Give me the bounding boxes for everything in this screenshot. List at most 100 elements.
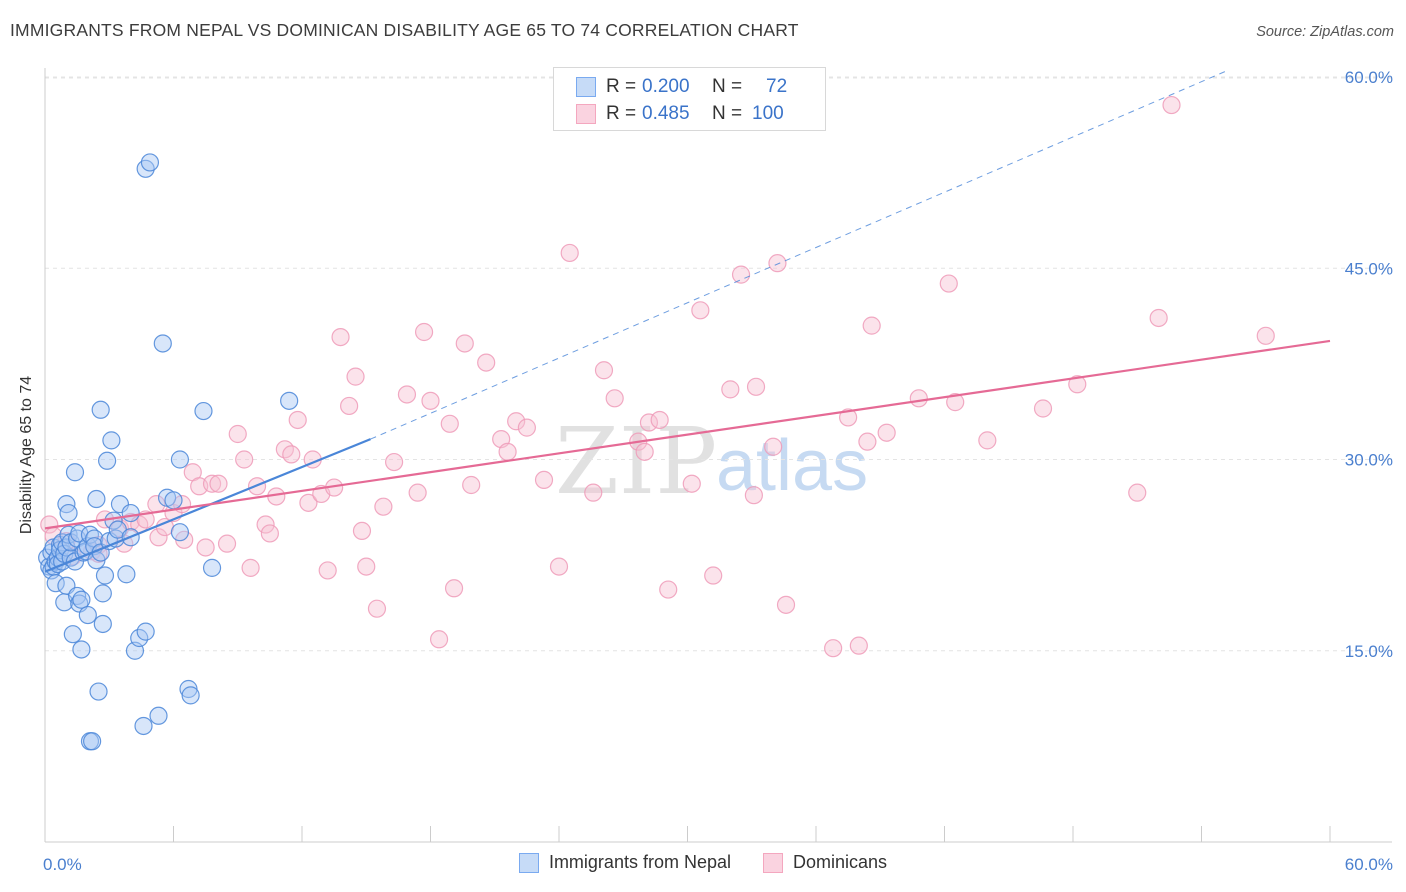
- bottom-legend-nepal[interactable]: Immigrants from Nepal: [518, 852, 731, 873]
- x-tick-labels: 0.0% 60.0%: [43, 855, 1393, 874]
- dominican-point: [1162, 95, 1181, 115]
- nepal-point: [181, 686, 200, 705]
- dominican-point: [455, 334, 474, 353]
- legend-swatch-nepal: [518, 852, 539, 873]
- y-tick-label: 45.0%: [1345, 259, 1393, 278]
- watermark-atlas: atlas: [716, 426, 868, 506]
- dominican-point: [1068, 375, 1087, 394]
- nepal-point: [89, 682, 108, 701]
- nepal-point: [121, 503, 140, 523]
- dominican-point: [776, 595, 796, 614]
- nepal-point: [72, 640, 91, 659]
- y-tick-label: 30.0%: [1345, 451, 1393, 470]
- dominican-point: [260, 524, 279, 543]
- dominican-point: [217, 534, 237, 553]
- dominican-point: [862, 316, 881, 335]
- dominican-point: [384, 452, 404, 472]
- dominican-point: [704, 566, 723, 585]
- dominican-point: [1128, 483, 1147, 502]
- nepal-point: [78, 605, 97, 625]
- nepal-points: [38, 153, 299, 751]
- x-tick-label: 60.0%: [1345, 855, 1393, 874]
- nepal-trend-extension: [370, 70, 1228, 440]
- legend-row-dominican: R = 0.485 N = 100: [576, 102, 784, 126]
- dominican-point: [340, 396, 359, 416]
- legend-row-nepal: R = 0.200 N = 72: [576, 75, 787, 99]
- y-tick-label: 15.0%: [1345, 642, 1393, 661]
- dominican-point: [408, 483, 427, 502]
- nepal-point: [153, 334, 172, 353]
- dominican-point: [824, 639, 843, 658]
- dominican-point: [839, 408, 858, 427]
- legend-n-label: N =: [712, 76, 743, 97]
- dominican-point: [414, 322, 434, 342]
- legend-n-label: N =: [712, 103, 743, 124]
- bottom-legend-dominican[interactable]: Dominicans: [763, 852, 887, 873]
- dominican-point: [1033, 399, 1053, 418]
- dominican-point: [877, 423, 896, 442]
- dominican-point: [196, 538, 215, 557]
- dominican-point: [202, 474, 222, 493]
- legend-r-label: R =: [606, 76, 637, 97]
- dominican-point: [691, 301, 710, 320]
- dominican-point: [605, 389, 624, 408]
- dominican-point: [40, 515, 59, 534]
- nepal-point: [95, 566, 115, 585]
- dominican-point: [507, 412, 526, 431]
- dominican-point: [477, 353, 496, 372]
- dominican-point: [682, 474, 701, 493]
- dominican-point: [909, 389, 928, 408]
- nepal-point: [91, 400, 110, 419]
- nepal-point: [194, 401, 213, 421]
- nepal-point: [136, 622, 155, 641]
- nepal-point: [63, 625, 82, 644]
- dominican-point: [346, 367, 365, 386]
- dominican-point: [440, 414, 459, 433]
- nepal-point: [72, 590, 91, 609]
- trend-lines: [44, 70, 1331, 573]
- dominican-point: [849, 636, 868, 655]
- legend-swatch-dominican: [576, 104, 596, 124]
- dominican-point: [209, 474, 228, 493]
- legend-swatch-dominican: [763, 852, 783, 873]
- legend-r-label: R =: [606, 103, 637, 124]
- nepal-point: [59, 503, 78, 523]
- nepal-point: [134, 716, 153, 736]
- dominican-point: [721, 380, 740, 399]
- legend-swatch-nepal: [576, 77, 596, 97]
- dominican-point: [659, 580, 678, 599]
- chart-title: IMMIGRANTS FROM NEPAL VS DOMINICAN DISAB…: [10, 20, 799, 40]
- dominican-point: [149, 528, 168, 547]
- nepal-point: [140, 153, 160, 172]
- axes: [44, 68, 1392, 843]
- dominican-point: [288, 410, 307, 430]
- y-tick-label: 60.0%: [1345, 68, 1393, 87]
- dominican-point: [235, 450, 254, 469]
- dominican-point: [331, 328, 350, 347]
- nepal-point: [65, 463, 85, 482]
- dominican-point: [946, 393, 965, 412]
- nepal-point: [93, 584, 112, 603]
- nepal-point: [83, 732, 102, 751]
- y-tick-labels: 15.0% 30.0% 45.0% 60.0%: [1345, 68, 1393, 661]
- dominican-point: [744, 486, 763, 505]
- nepal-point: [149, 706, 168, 725]
- dominican-point: [584, 483, 603, 502]
- legend-n-value: 72: [766, 76, 788, 97]
- dominican-point: [421, 391, 440, 410]
- dominican-point: [429, 630, 449, 649]
- dominican-point: [858, 432, 877, 451]
- nepal-point: [93, 614, 112, 634]
- nepal-point: [170, 523, 190, 542]
- dominican-point: [352, 521, 372, 541]
- source-label: Source: ZipAtlas.com: [1256, 24, 1394, 40]
- dominican-point: [367, 599, 387, 618]
- nepal-point: [117, 565, 136, 584]
- nepal-point: [164, 491, 183, 510]
- dominican-point: [374, 497, 393, 516]
- nepal-point: [202, 558, 222, 577]
- dominican-point: [635, 442, 654, 461]
- dominican-point: [534, 470, 554, 489]
- dominican-point: [768, 254, 787, 273]
- nepal-point: [102, 431, 121, 450]
